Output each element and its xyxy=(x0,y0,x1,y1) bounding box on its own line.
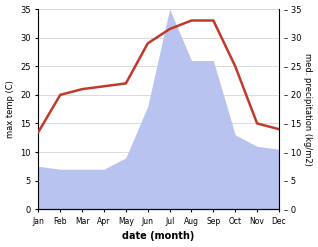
X-axis label: date (month): date (month) xyxy=(122,231,195,242)
Y-axis label: med. precipitation (kg/m2): med. precipitation (kg/m2) xyxy=(303,53,313,165)
Y-axis label: max temp (C): max temp (C) xyxy=(5,80,15,138)
